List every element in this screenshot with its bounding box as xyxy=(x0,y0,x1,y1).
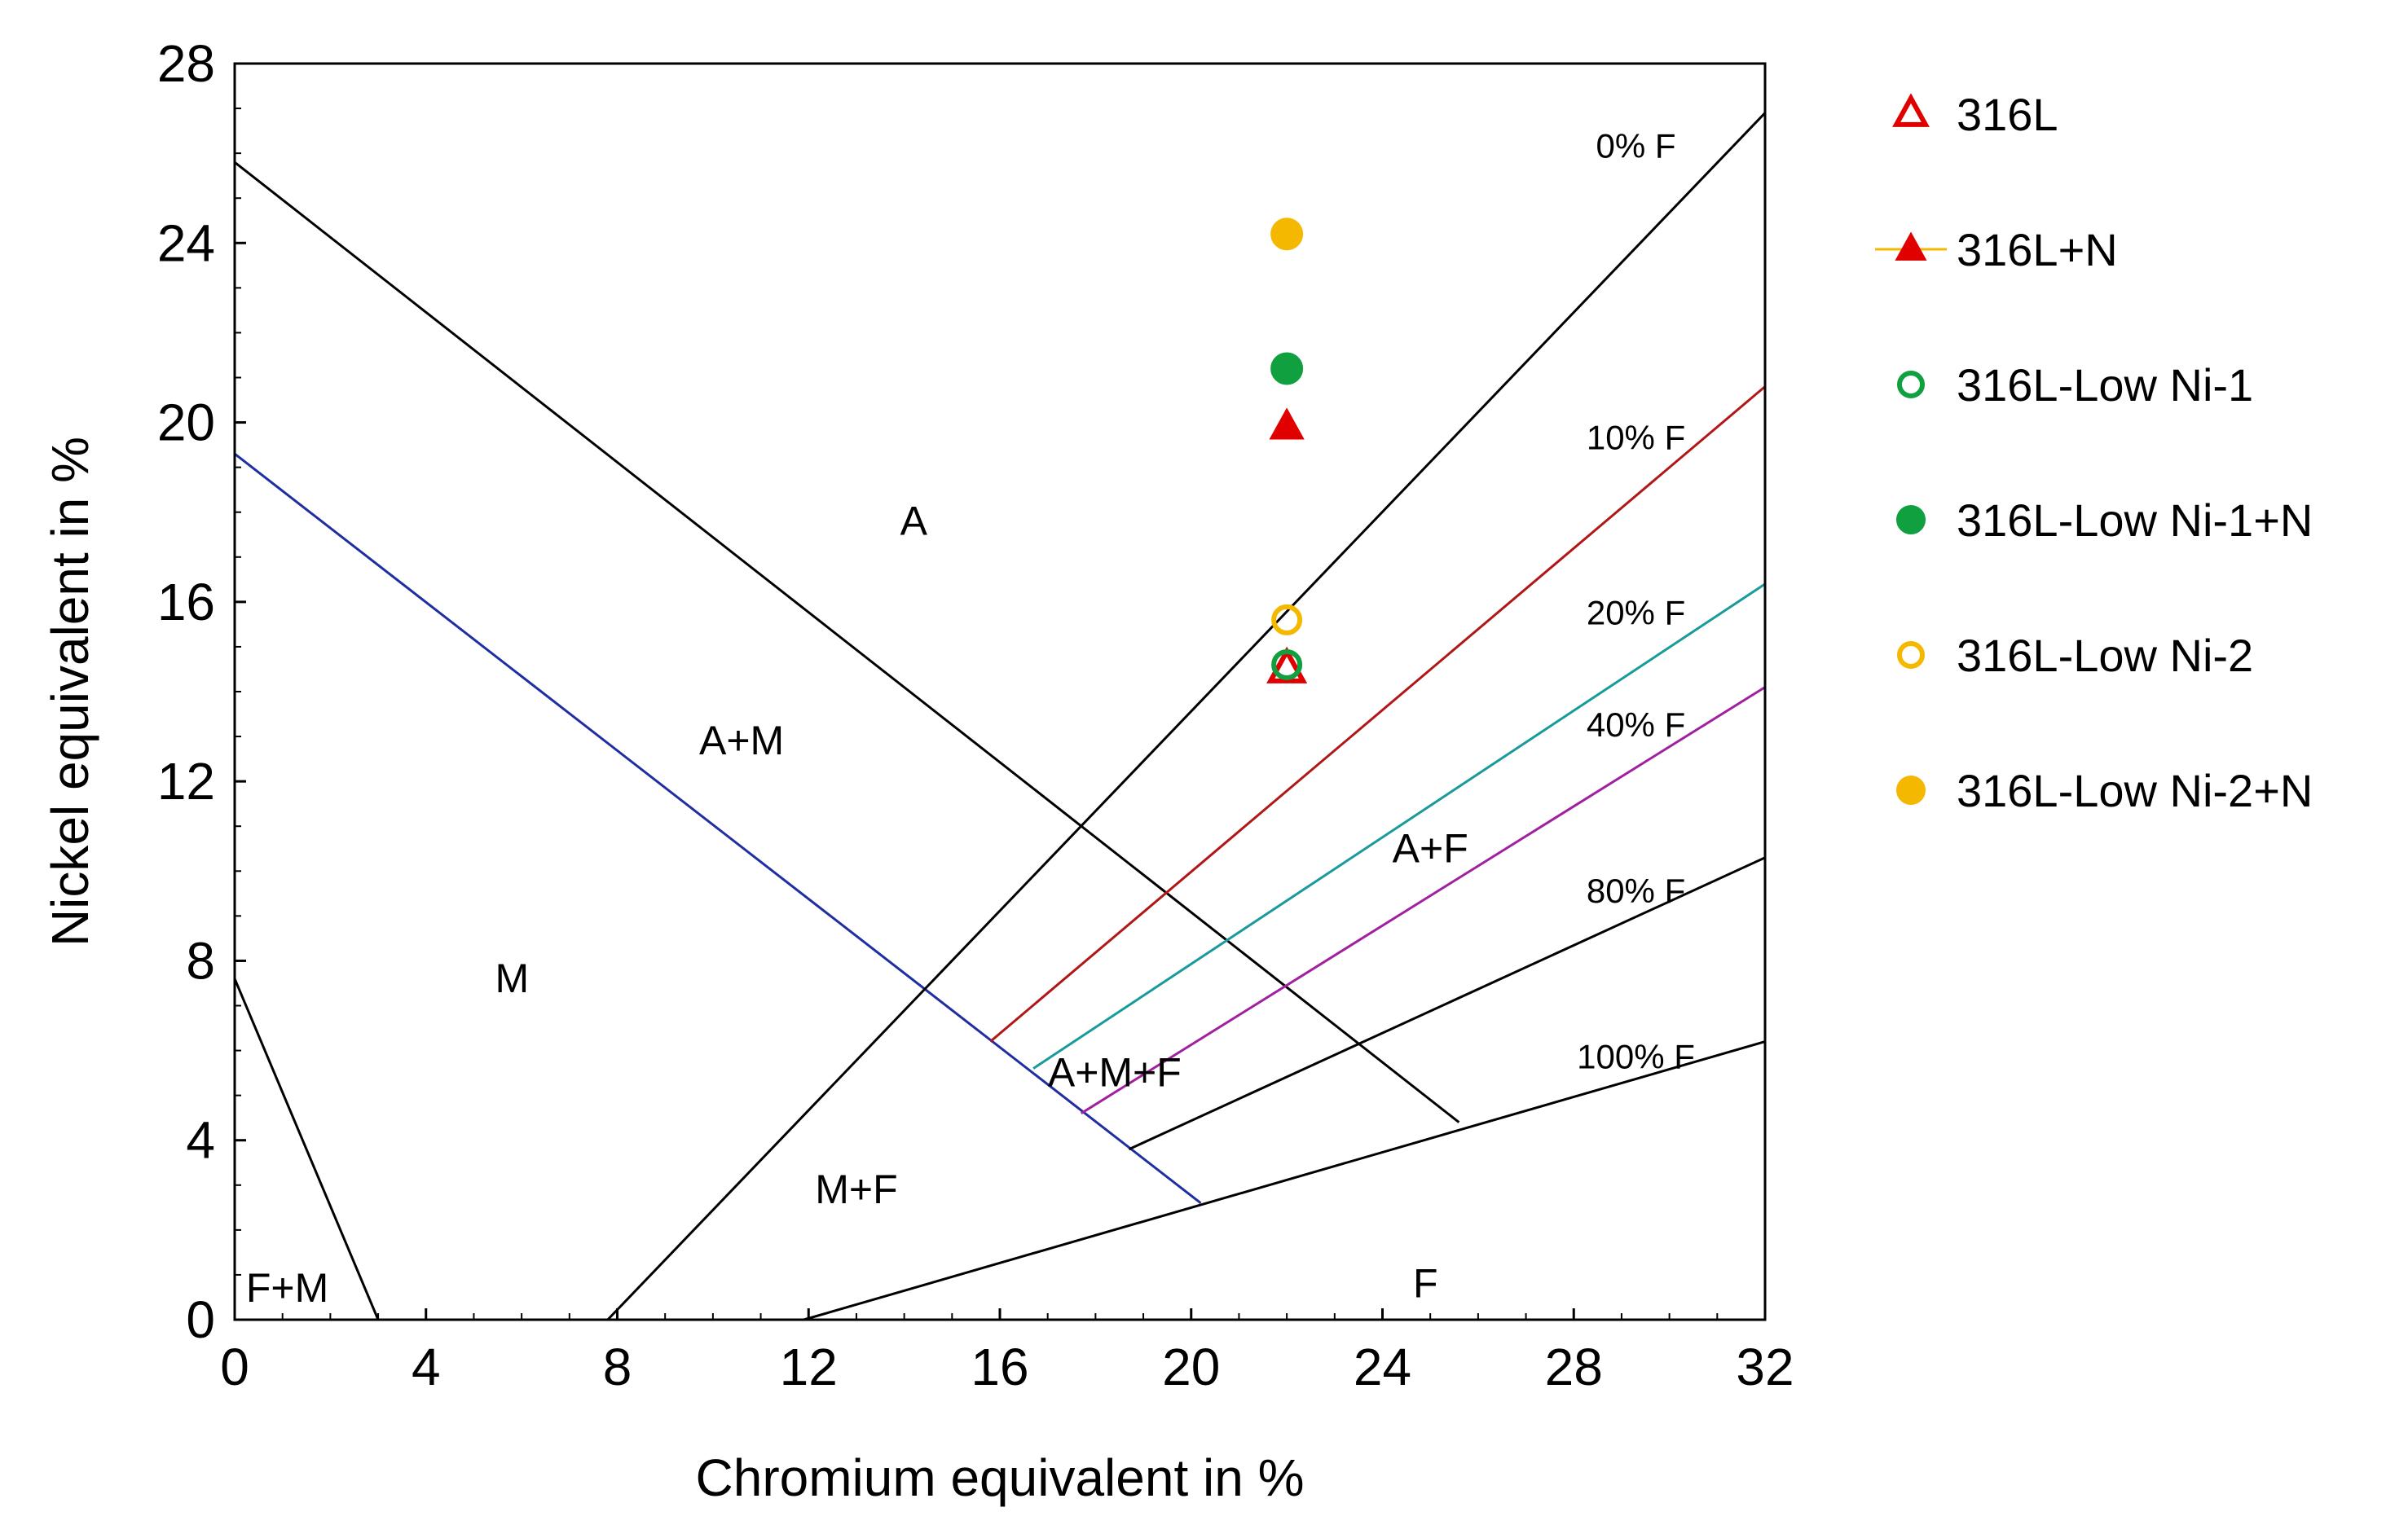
legend-label: 316L-Low Ni-2 xyxy=(1957,630,2253,681)
data-point xyxy=(1271,604,1303,635)
axis-ticks: 0 4 8 12 16 20 24 28 32 0 4 8 12 16 20 24 28 xyxy=(157,34,1794,1396)
x-tick-label: 24 xyxy=(1354,1338,1411,1396)
ferrite-line-label: 80% F xyxy=(1587,872,1685,910)
legend: 316L 316L+N 316L-Low Ni-1 316L-Low Ni-1+N 31… xyxy=(1875,89,2313,816)
boundary-line-4 xyxy=(989,385,1766,1043)
y-tick-label: 16 xyxy=(157,573,215,631)
region-label: A+F xyxy=(1393,825,1468,871)
ferrite-line-label: 20% F xyxy=(1587,593,1685,631)
x-tick-label: 16 xyxy=(971,1338,1028,1396)
legend-marker xyxy=(1895,231,1927,261)
region-label: M xyxy=(495,956,530,1001)
data-point xyxy=(1270,352,1304,385)
x-tick-label: 12 xyxy=(780,1338,838,1396)
data-points xyxy=(1266,218,1308,683)
legend-marker xyxy=(1892,93,1930,127)
legend-marker xyxy=(1897,641,1925,669)
x-tick-label: 0 xyxy=(220,1338,249,1396)
region-label: A xyxy=(900,498,928,543)
legend-label: 316L xyxy=(1957,89,2058,140)
legend-label: 316L+N xyxy=(1957,224,2118,275)
data-point xyxy=(1269,407,1305,440)
diagram-labels: 0% F 10% F 20% F 40% F 80% F 100% F A A+M M A+F A+… xyxy=(246,127,1695,1311)
region-label: F xyxy=(1413,1260,1438,1306)
data-point xyxy=(1270,218,1304,251)
y-tick-label: 28 xyxy=(157,34,215,93)
y-tick-label: 12 xyxy=(157,752,215,811)
boundary-line-8 xyxy=(803,1040,1766,1321)
legend-marker xyxy=(1896,776,1926,805)
boundary-line-1 xyxy=(234,452,1202,1204)
boundary-line-0 xyxy=(234,160,1460,1123)
x-tick-label: 8 xyxy=(603,1338,632,1396)
ferrite-line-label: 0% F xyxy=(1596,127,1676,165)
boundary-lines xyxy=(233,112,1767,1321)
region-label: A+M xyxy=(699,718,784,763)
plot-frame xyxy=(233,62,1767,1321)
boundary-line-6 xyxy=(1080,686,1766,1114)
ferrite-line-label: 100% F xyxy=(1577,1038,1695,1076)
ferrite-line-label: 40% F xyxy=(1587,705,1685,744)
y-tick-label: 24 xyxy=(157,213,215,272)
y-axis-title: Nickel equivalent in % xyxy=(41,437,99,947)
region-label: M+F xyxy=(815,1167,897,1212)
region-label: F+M xyxy=(246,1265,328,1311)
y-tick-label: 0 xyxy=(186,1290,215,1349)
y-tick-label: 20 xyxy=(157,393,215,452)
boundary-line-3 xyxy=(606,112,1767,1321)
ferrite-line-label: 10% F xyxy=(1587,419,1685,457)
x-axis-title: Chromium equivalent in % xyxy=(696,1448,1305,1507)
legend-marker xyxy=(1897,371,1925,398)
region-label: A+M+F xyxy=(1048,1050,1182,1096)
y-tick-label: 4 xyxy=(186,1111,215,1170)
y-tick-label: 8 xyxy=(186,931,215,990)
data-point xyxy=(1271,648,1303,680)
legend-label: 316L-Low Ni-2+N xyxy=(1957,765,2313,816)
boundary-line-7 xyxy=(1128,856,1766,1151)
legend-label: 316L-Low Ni-1 xyxy=(1957,359,2253,411)
legend-marker xyxy=(1896,505,1926,534)
boundary-line-5 xyxy=(1032,582,1766,1070)
boundary-line-2 xyxy=(233,978,380,1321)
data-point xyxy=(1266,646,1308,683)
x-tick-label: 20 xyxy=(1162,1338,1220,1396)
legend-label: 316L-Low Ni-1+N xyxy=(1957,494,2313,546)
x-tick-label: 28 xyxy=(1545,1338,1603,1396)
x-tick-label: 4 xyxy=(412,1338,441,1396)
x-tick-label: 32 xyxy=(1736,1338,1794,1396)
